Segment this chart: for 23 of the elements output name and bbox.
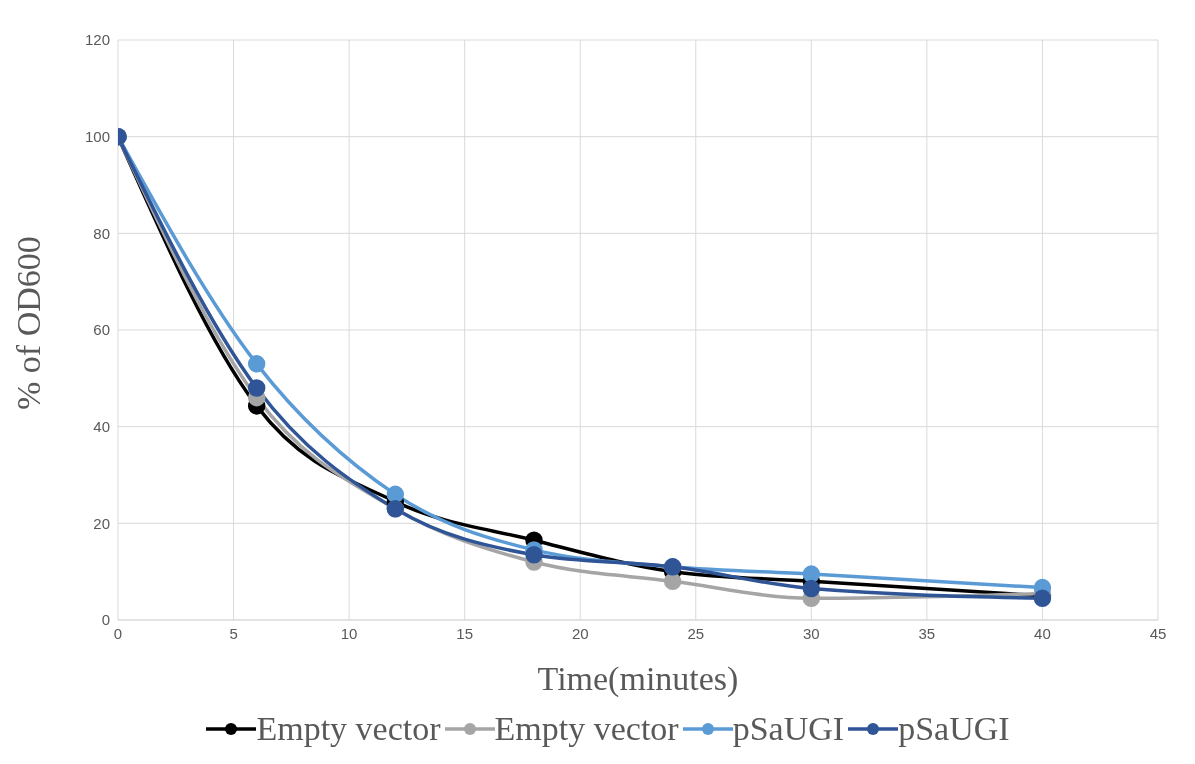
x-axis-title: Time(minutes) [537,660,739,698]
x-tick-label: 35 [918,624,936,642]
y-tick-label: 20 [93,514,110,532]
x-tick-label: 5 [229,624,238,642]
x-tick-label: 25 [687,624,705,642]
legend-label: Empty vector [494,710,679,748]
legend-label: pSaUGI [898,710,1010,748]
y-tick-label: 60 [93,321,110,339]
x-tick-label: 30 [802,624,820,642]
legend-label: Empty vector [256,710,441,748]
x-tick-label: 10 [340,624,358,642]
y-tick-label: 120 [84,31,110,49]
y-tick-label: 40 [93,417,110,435]
y-tick-label: 100 [84,127,110,145]
x-tick-label: 20 [571,624,589,642]
x-tick-label: 45 [1149,624,1167,642]
x-tick-label: 15 [456,624,474,642]
x-tick-label: 0 [113,624,123,642]
x-tick-label: 40 [1034,624,1051,642]
y-tick-label: 0 [101,611,110,629]
y-tick-label: 80 [93,224,110,242]
legend-label: pSaUGI [732,710,845,748]
y-axis-title: % of OD600 [10,236,48,410]
